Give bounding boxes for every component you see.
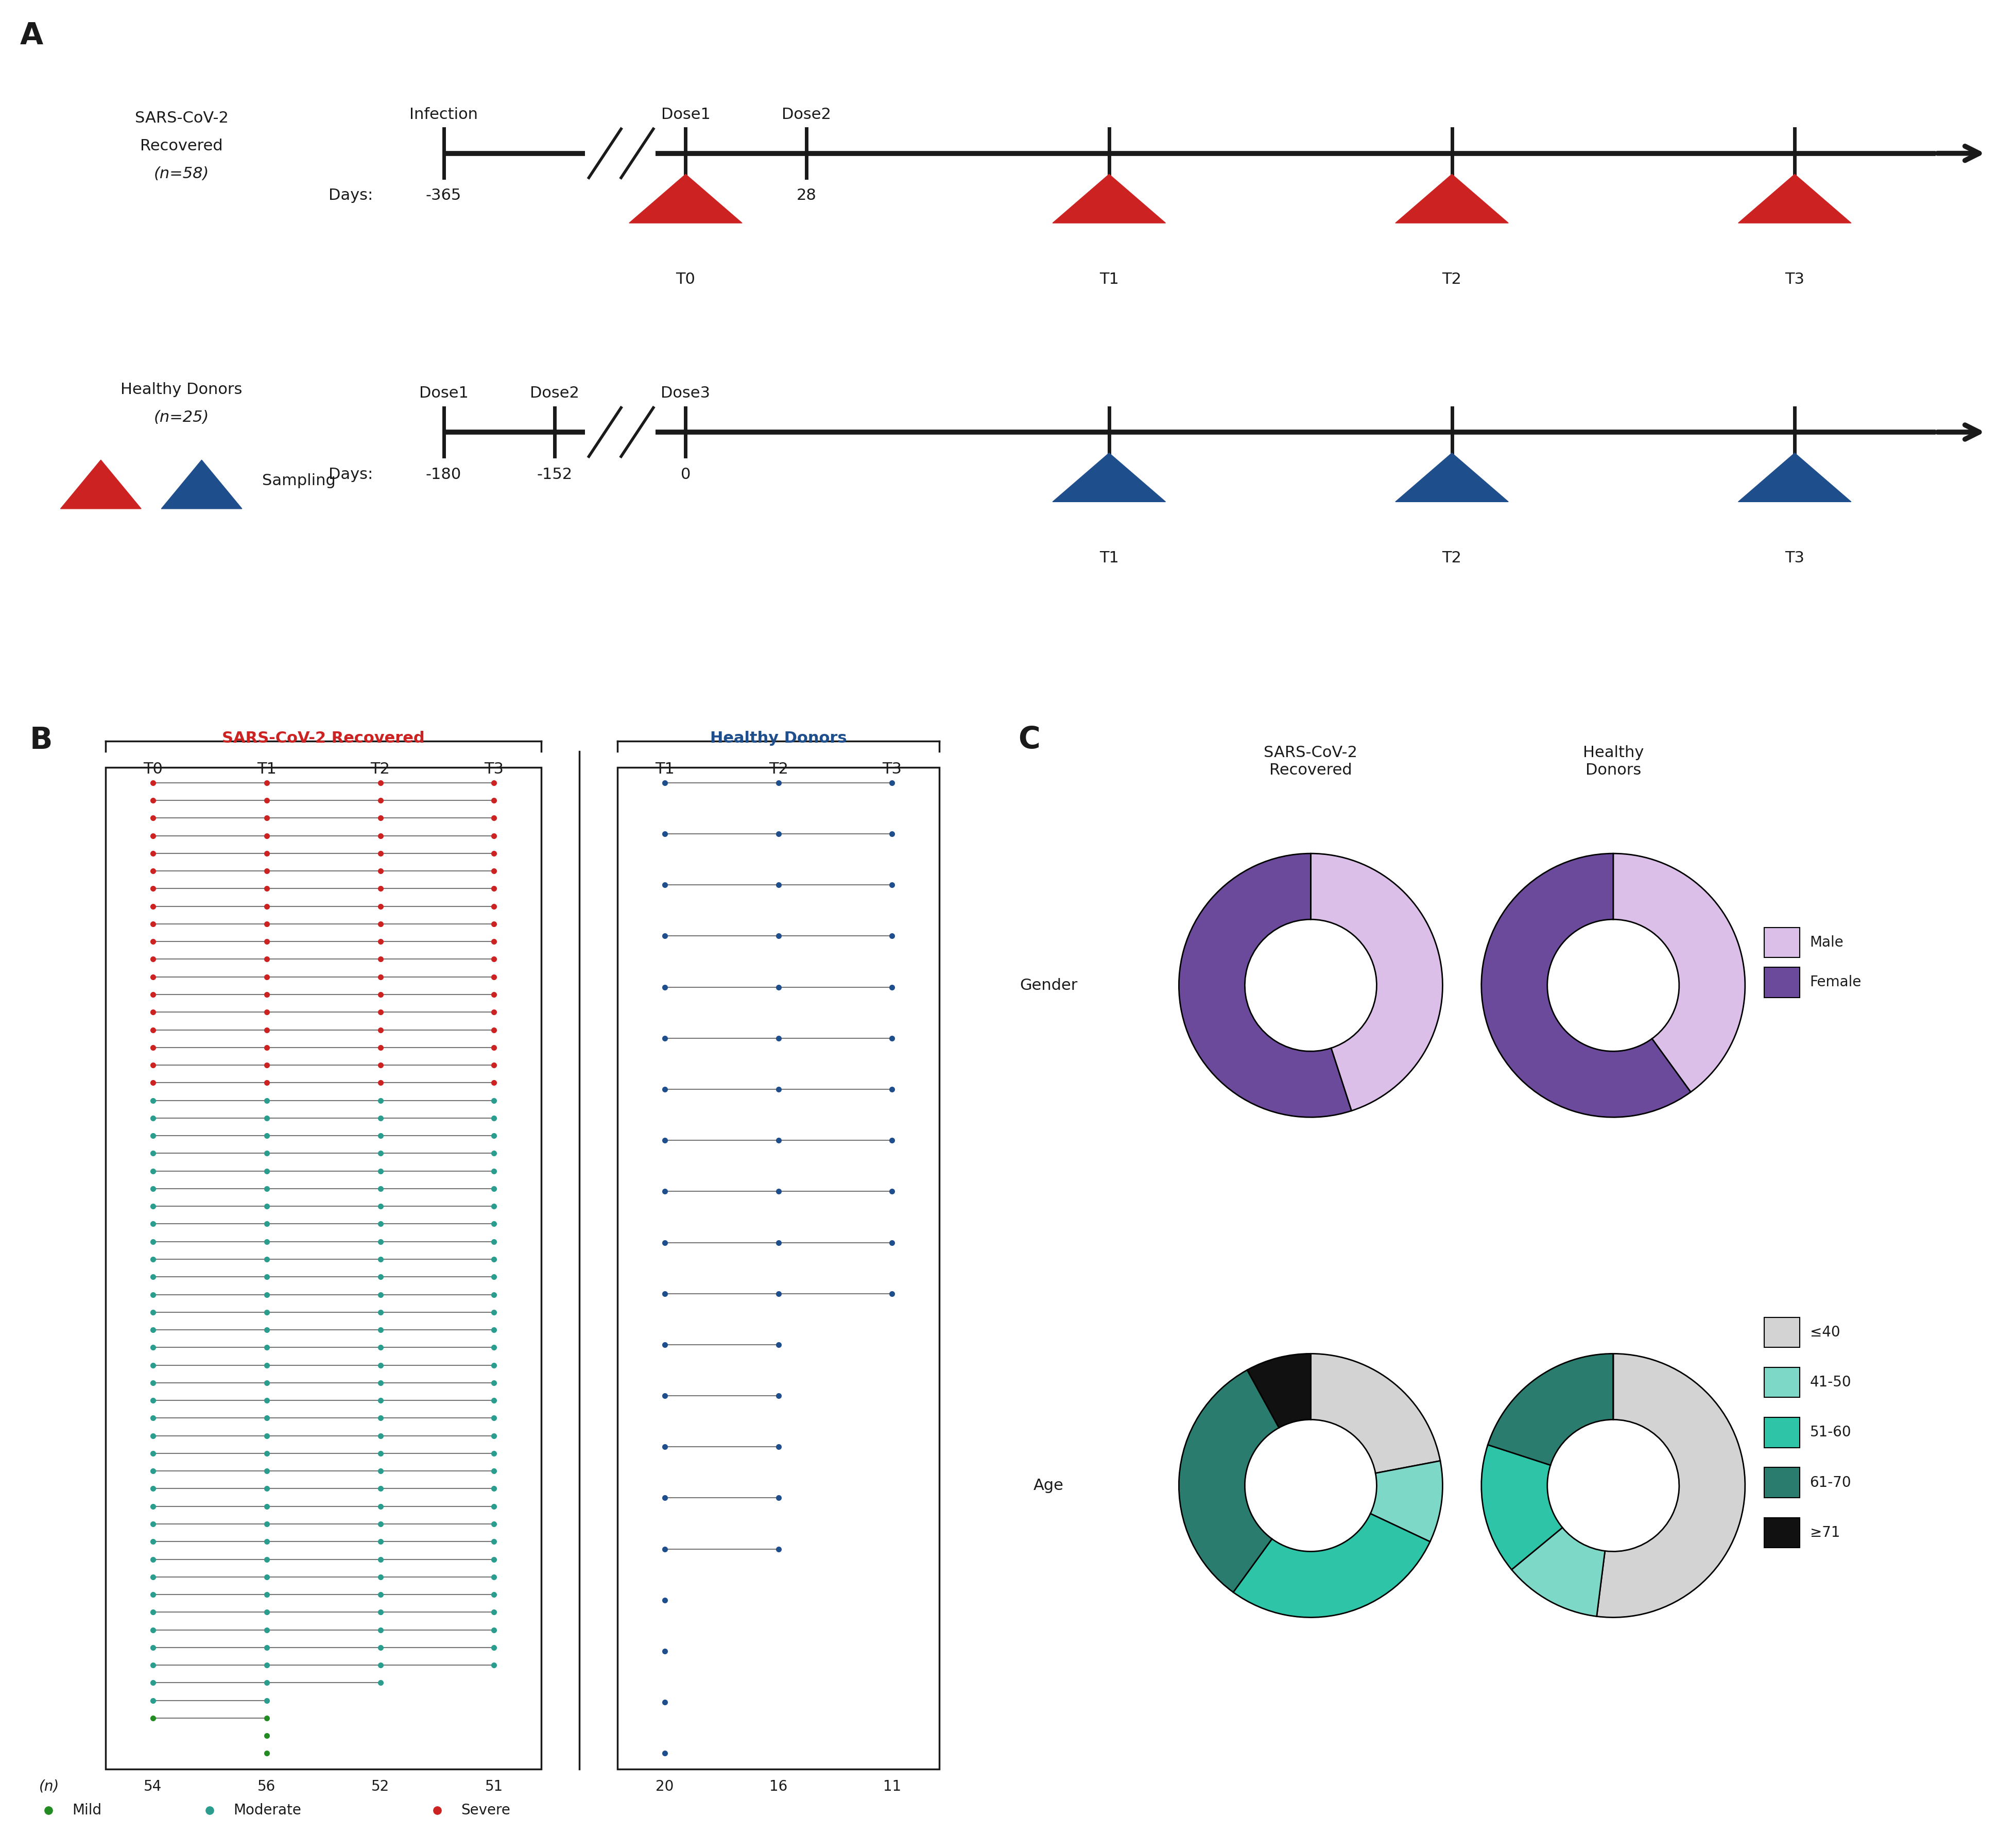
Text: Dose2: Dose2: [782, 106, 831, 121]
Bar: [105, 767, 540, 1770]
Text: Healthy Donors: Healthy Donors: [710, 730, 847, 746]
Polygon shape: [1052, 174, 1165, 224]
Polygon shape: [60, 460, 141, 508]
Wedge shape: [1613, 853, 1744, 1091]
Text: 0: 0: [681, 189, 689, 204]
Text: T3: T3: [1784, 271, 1804, 286]
Text: 270: 270: [1780, 468, 1808, 482]
Text: 20: 20: [655, 1779, 673, 1794]
Text: SARS-CoV-2 Recovered: SARS-CoV-2 Recovered: [222, 730, 425, 746]
Wedge shape: [1597, 1353, 1744, 1618]
Text: 28: 28: [796, 189, 816, 204]
Text: Gender: Gender: [1020, 978, 1077, 992]
Wedge shape: [1310, 1353, 1439, 1473]
Wedge shape: [1482, 853, 1689, 1117]
Text: Healthy
Donors: Healthy Donors: [1583, 745, 1643, 778]
Bar: [1764, 1317, 1798, 1348]
Text: T3: T3: [484, 761, 504, 778]
Text: T1: T1: [655, 761, 673, 778]
Text: Days:: Days:: [329, 468, 373, 482]
Text: 52: 52: [371, 1779, 389, 1794]
Text: T1: T1: [1099, 550, 1119, 565]
Wedge shape: [1482, 1445, 1562, 1570]
Text: Male: Male: [1810, 935, 1843, 950]
Bar: [1764, 1368, 1798, 1398]
Text: 51: 51: [484, 1779, 504, 1794]
Text: SARS-CoV-2
Recovered: SARS-CoV-2 Recovered: [1264, 745, 1357, 778]
Polygon shape: [1052, 453, 1165, 503]
Text: 90: 90: [1099, 189, 1119, 204]
Text: Moderate: Moderate: [234, 1803, 300, 1817]
Text: Healthy Donors: Healthy Donors: [121, 381, 242, 398]
Text: 41-50: 41-50: [1810, 1376, 1851, 1390]
Text: Recovered: Recovered: [139, 138, 224, 154]
Text: T3: T3: [883, 761, 901, 778]
Polygon shape: [629, 174, 742, 224]
Text: T2: T2: [768, 761, 788, 778]
Text: T3: T3: [1784, 550, 1804, 565]
Text: (n=25): (n=25): [153, 411, 210, 425]
Bar: [1764, 1467, 1798, 1498]
Text: Dose2: Dose2: [530, 385, 579, 400]
Polygon shape: [1738, 453, 1851, 503]
Text: B: B: [30, 726, 52, 756]
Wedge shape: [1512, 1528, 1605, 1616]
Text: 11: 11: [883, 1779, 901, 1794]
Polygon shape: [161, 460, 242, 508]
Text: Female: Female: [1810, 976, 1861, 990]
Text: 56: 56: [258, 1779, 276, 1794]
Text: -365: -365: [425, 189, 462, 204]
Text: (n=58): (n=58): [153, 167, 210, 182]
Wedge shape: [1234, 1513, 1429, 1618]
Wedge shape: [1179, 853, 1351, 1117]
Text: -180: -180: [425, 468, 462, 482]
Text: Dose1: Dose1: [419, 385, 468, 400]
Text: Mild: Mild: [73, 1803, 101, 1817]
Text: Infection: Infection: [409, 106, 478, 121]
Text: Dose1: Dose1: [661, 106, 710, 121]
Text: T0: T0: [143, 761, 163, 778]
Text: ≤40: ≤40: [1810, 1326, 1839, 1339]
Text: 0: 0: [681, 468, 689, 482]
Text: -152: -152: [536, 468, 573, 482]
Bar: [1764, 967, 1798, 998]
Wedge shape: [1488, 1353, 1613, 1465]
Text: Days:: Days:: [329, 189, 373, 204]
Bar: [617, 767, 939, 1770]
Polygon shape: [1738, 174, 1851, 224]
Text: 270: 270: [1780, 189, 1808, 204]
Text: Dose3: Dose3: [661, 385, 710, 400]
Wedge shape: [1248, 1353, 1310, 1427]
Text: T1: T1: [1099, 271, 1119, 286]
Text: 16: 16: [768, 1779, 788, 1794]
Bar: [1764, 928, 1798, 957]
Text: A: A: [20, 20, 44, 50]
Bar: [1764, 1418, 1798, 1447]
Wedge shape: [1310, 853, 1441, 1111]
Text: 54: 54: [143, 1779, 161, 1794]
Polygon shape: [1395, 453, 1508, 503]
Text: T0: T0: [675, 271, 696, 286]
Text: 51-60: 51-60: [1810, 1425, 1851, 1440]
Text: T2: T2: [1441, 550, 1462, 565]
Text: Severe: Severe: [462, 1803, 510, 1817]
Wedge shape: [1371, 1462, 1441, 1542]
Text: ≥71: ≥71: [1810, 1526, 1839, 1541]
Text: 180: 180: [1437, 189, 1466, 204]
Wedge shape: [1179, 1370, 1278, 1592]
Polygon shape: [1395, 174, 1508, 224]
Text: T1: T1: [256, 761, 276, 778]
Text: T2: T2: [1441, 271, 1462, 286]
Bar: [1764, 1517, 1798, 1548]
Text: SARS-CoV-2: SARS-CoV-2: [135, 110, 228, 125]
Text: 61-70: 61-70: [1810, 1475, 1851, 1489]
Text: C: C: [1018, 724, 1040, 754]
Text: T2: T2: [371, 761, 389, 778]
Text: Sampling: Sampling: [262, 473, 335, 488]
Text: 90: 90: [1099, 468, 1119, 482]
Text: (n): (n): [38, 1779, 58, 1794]
Text: 180: 180: [1437, 468, 1466, 482]
Text: Age: Age: [1032, 1478, 1064, 1493]
